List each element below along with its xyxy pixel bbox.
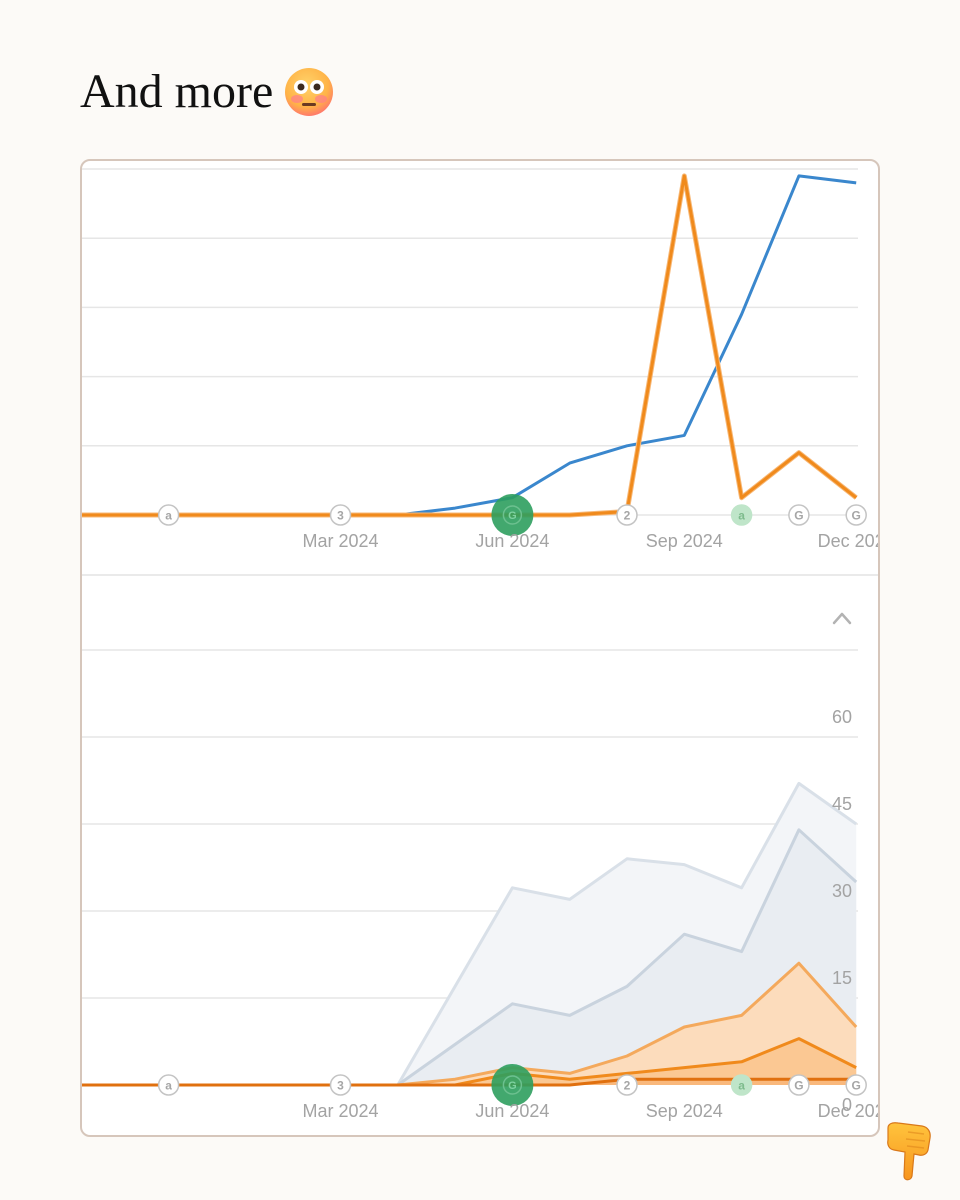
annotation-marker-label: G: [794, 1079, 803, 1093]
x-tick-label: Sep 2024: [646, 1101, 723, 1121]
x-tick-label: Jun 2024: [475, 531, 549, 551]
annotation-marker: [157, 504, 180, 526]
x-tick-label: Dec 2024: [818, 531, 878, 551]
annotation-marker-label: 3: [337, 1079, 344, 1093]
x-tick-label: Dec 2024: [818, 1101, 878, 1121]
annotation-marker-label: G: [794, 509, 803, 523]
annotation-marker-ring: [502, 505, 523, 525]
annotation-marker-label: G: [852, 1079, 861, 1093]
annotation-marker: [730, 504, 753, 526]
annotation-marker-label: 2: [624, 1079, 631, 1093]
y-tick-label: 60: [832, 707, 852, 727]
annotation-marker-label: 2: [624, 509, 631, 523]
page-title: And more: [80, 62, 335, 122]
series-area-2: [82, 963, 857, 1085]
annotation-marker-label: a: [165, 1079, 172, 1093]
pointing-down-hand-emoji: [887, 1122, 931, 1181]
annotation-marker-label: a: [738, 1079, 745, 1093]
collapse-chevron-icon[interactable]: [826, 603, 858, 633]
x-tick-label: Jun 2024: [475, 1101, 549, 1121]
annotation-marker: [845, 1074, 867, 1096]
series-area-3: [82, 1038, 857, 1085]
annotation-marker-highlight: [491, 494, 534, 536]
annotation-marker: [730, 1074, 753, 1096]
annotation-marker: [788, 504, 810, 526]
annotation-marker-label: G: [508, 1080, 517, 1092]
x-tick-label: Sep 2024: [646, 531, 723, 551]
series-line-orange-halo: [82, 173, 858, 518]
x-tick-label: Mar 2024: [302, 531, 378, 551]
y-tick-label: 0: [842, 1095, 852, 1115]
annotation-marker: [845, 504, 867, 526]
annotation-marker: [329, 504, 352, 526]
series-line-4: [82, 1077, 857, 1087]
annotation-marker: [616, 504, 638, 526]
annotation-marker-label: G: [508, 510, 517, 522]
annotation-marker-label: 3: [337, 509, 344, 523]
annotation-marker: [788, 1074, 810, 1096]
y-tick-label: 15: [832, 968, 852, 988]
page-title-text: And more: [80, 65, 274, 118]
annotation-marker: [329, 1074, 352, 1096]
annotation-marker-ring: [502, 1075, 523, 1095]
annotation-marker-label: a: [165, 509, 172, 523]
annotation-marker-highlight: [491, 1064, 534, 1106]
series-line-orange: [82, 174, 858, 517]
annotation-marker: [157, 1074, 180, 1096]
annotation-marker-label: a: [738, 509, 745, 523]
annotation-marker: [616, 1074, 638, 1096]
x-tick-label: Mar 2024: [302, 1101, 378, 1121]
y-tick-label: 45: [832, 794, 852, 814]
series-area-1: [82, 829, 857, 1085]
annotation-marker-label: G: [852, 509, 861, 523]
y-tick-label: 30: [832, 881, 852, 901]
series-line-blue: [82, 174, 857, 517]
flushed-face-emoji: [285, 68, 334, 116]
